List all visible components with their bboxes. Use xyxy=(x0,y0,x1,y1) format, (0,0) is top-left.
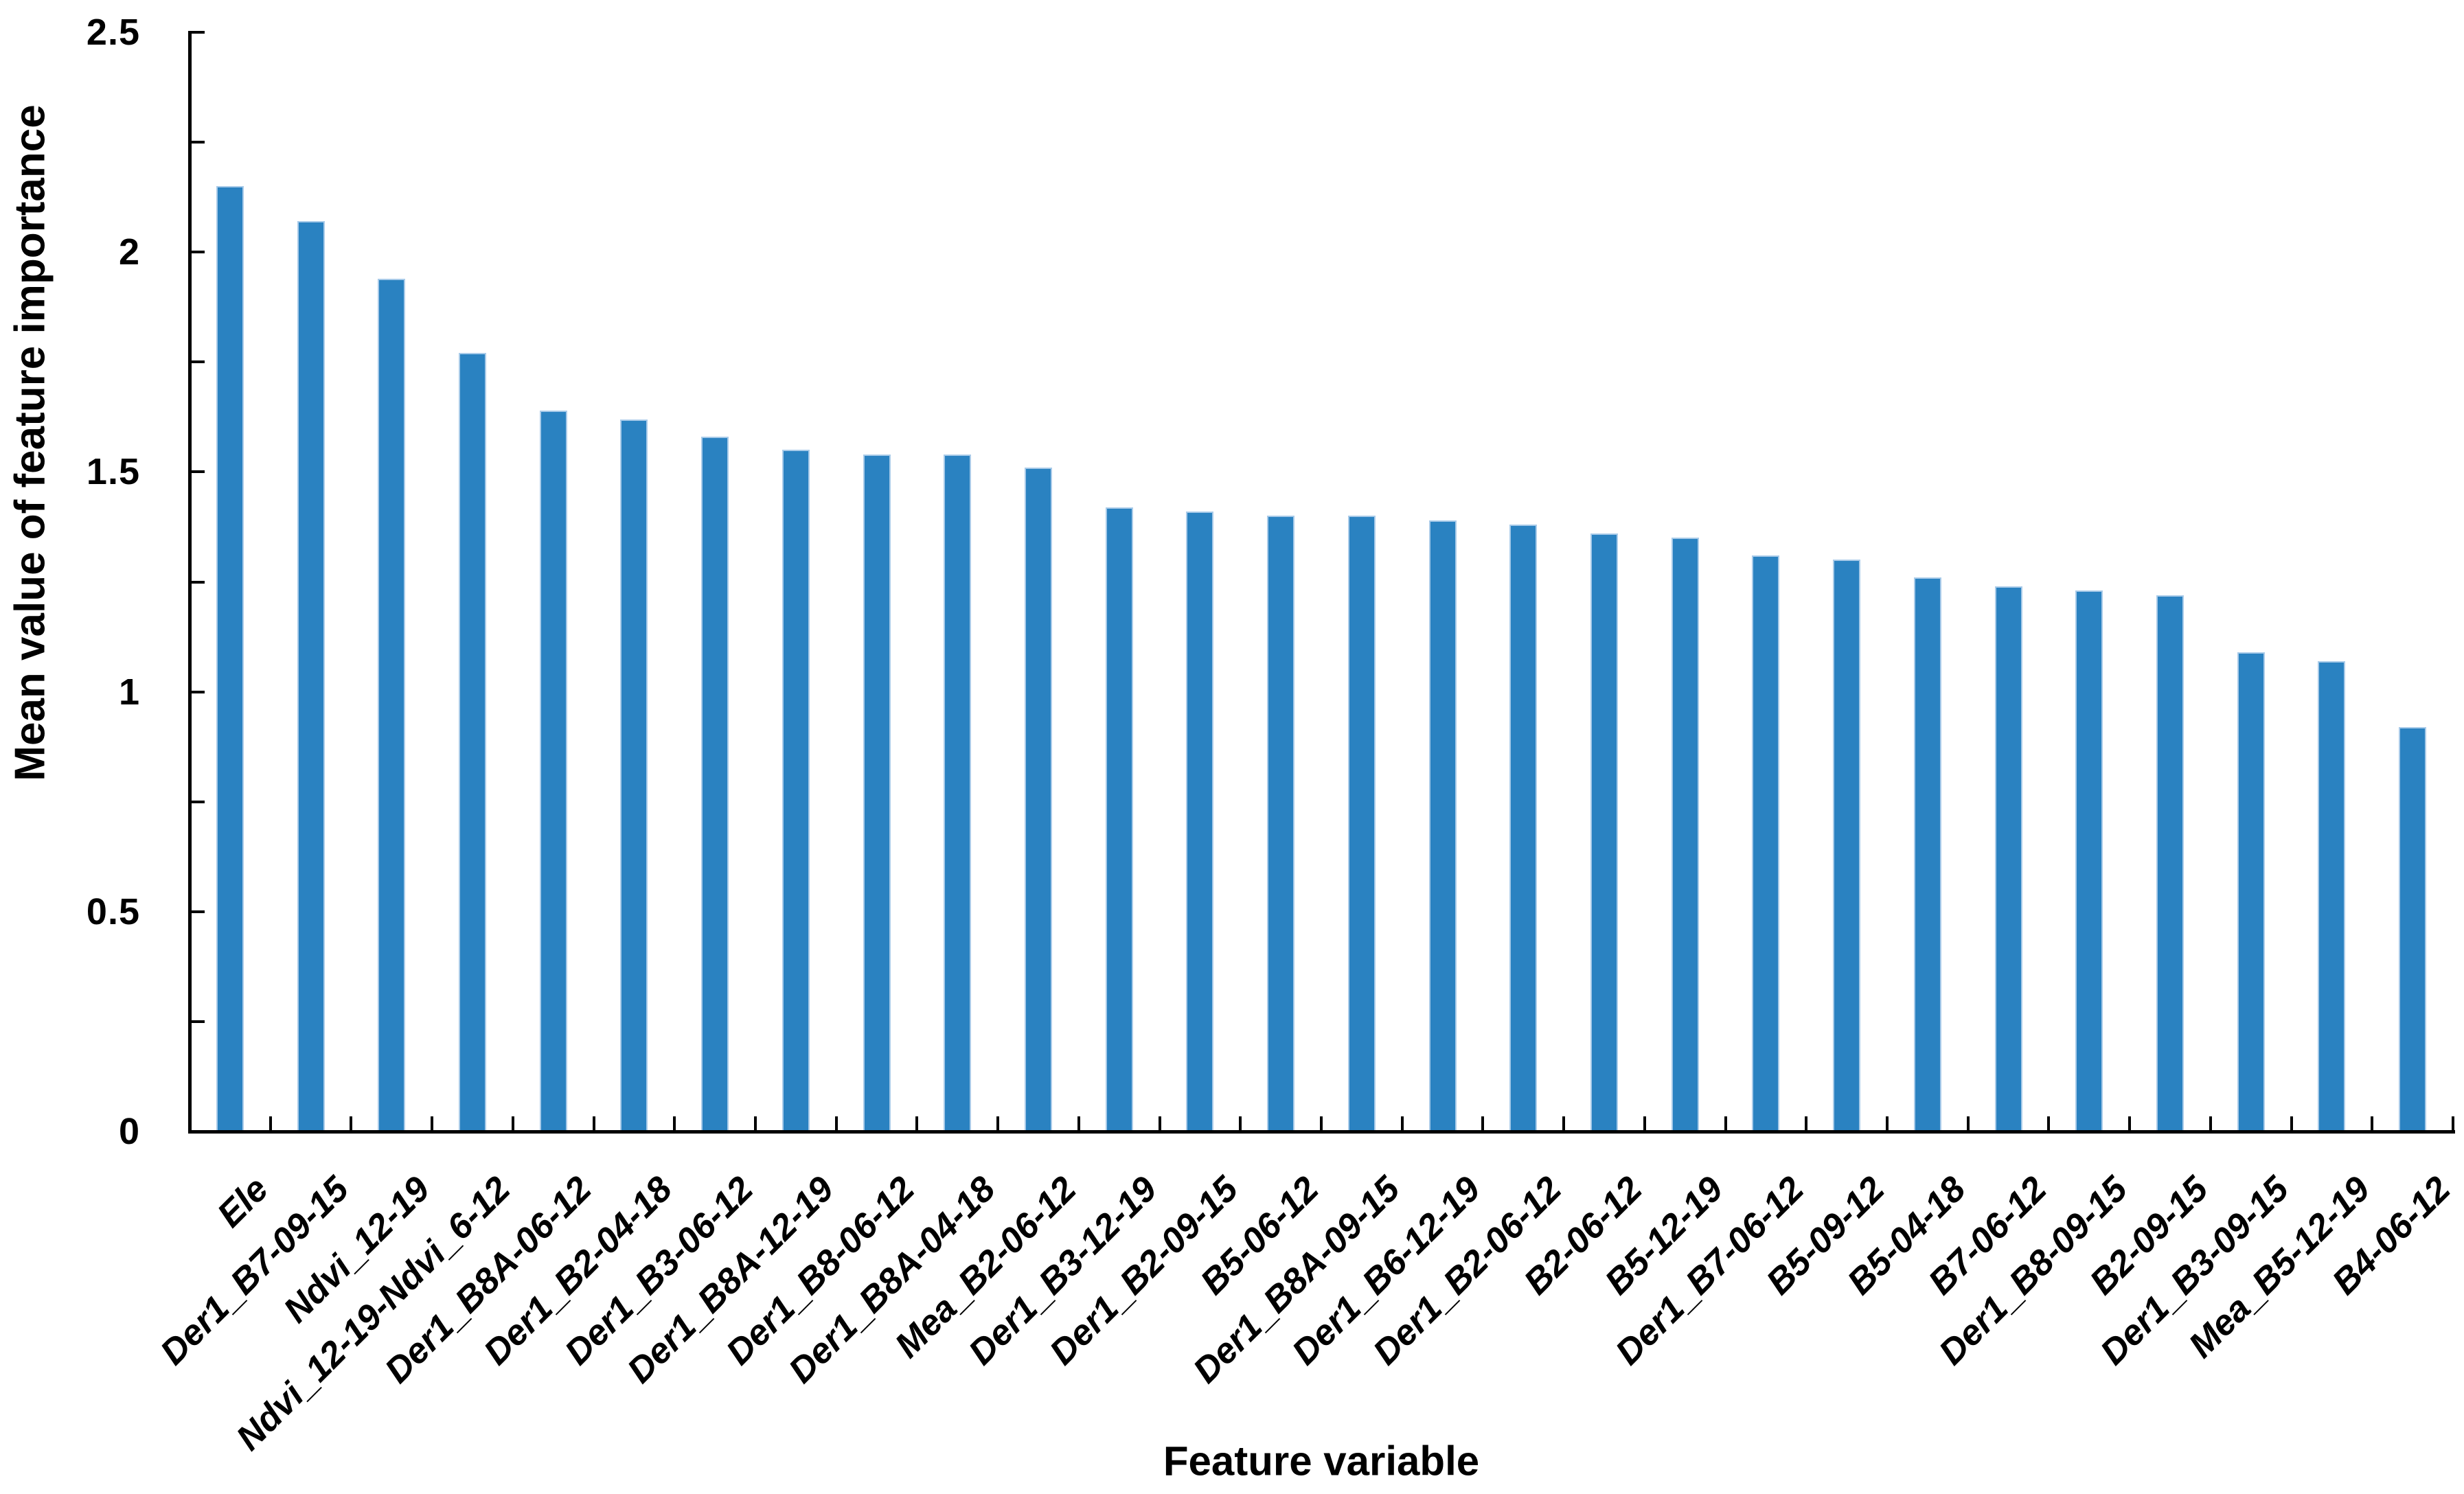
x-axis-tick xyxy=(2452,1116,2454,1131)
bar xyxy=(701,437,729,1131)
x-axis-tick xyxy=(2047,1116,2051,1131)
y-axis-tick xyxy=(188,251,205,254)
x-axis-tick xyxy=(1643,1116,1646,1131)
y-axis-tick xyxy=(188,580,205,584)
bar xyxy=(297,221,325,1131)
x-axis-tick xyxy=(915,1116,919,1131)
x-axis-tick xyxy=(1724,1116,1727,1131)
x-axis-tick xyxy=(996,1116,1000,1131)
x-axis-tick xyxy=(754,1116,757,1131)
bar xyxy=(1428,520,1457,1131)
y-tick-label: 1.5 xyxy=(86,451,140,493)
x-axis-title: Feature variable xyxy=(1163,1438,1480,1484)
y-axis-tick xyxy=(188,470,205,474)
bar xyxy=(1590,533,1618,1131)
x-axis-tick xyxy=(1400,1116,1404,1131)
bar xyxy=(863,454,891,1131)
x-axis-tick xyxy=(269,1116,272,1131)
bar xyxy=(620,419,648,1131)
bar xyxy=(539,410,567,1131)
bar xyxy=(1025,467,1052,1131)
bar xyxy=(378,278,406,1131)
x-axis-tick xyxy=(592,1116,595,1131)
x-axis-tick xyxy=(673,1116,676,1131)
x-tick-label-text: Ele xyxy=(209,1169,276,1235)
x-axis-tick xyxy=(1966,1116,1970,1131)
y-axis-tick xyxy=(188,1020,205,1023)
x-axis-tick xyxy=(431,1116,434,1131)
y-tick-label: 0.5 xyxy=(86,890,140,932)
x-axis-line xyxy=(188,1130,2455,1134)
bar xyxy=(2237,652,2265,1131)
bar xyxy=(1186,512,1214,1131)
bar xyxy=(1752,555,1780,1131)
x-axis-tick xyxy=(1805,1116,1808,1131)
bar xyxy=(459,353,486,1131)
y-axis-line xyxy=(188,31,192,1134)
bar xyxy=(2075,590,2103,1131)
bar xyxy=(2156,595,2184,1131)
x-axis-tick xyxy=(1481,1116,1485,1131)
x-axis-tick xyxy=(1320,1116,1323,1131)
bar xyxy=(1913,577,1941,1131)
x-axis-tick xyxy=(1239,1116,1242,1131)
x-axis-tick xyxy=(2128,1116,2132,1131)
y-axis-tick xyxy=(188,360,205,364)
x-axis-tick xyxy=(1886,1116,1889,1131)
bar xyxy=(1105,507,1133,1131)
x-axis-tick xyxy=(834,1116,838,1131)
bar xyxy=(1671,538,1699,1131)
bar xyxy=(1509,525,1538,1131)
bar xyxy=(1267,516,1295,1131)
y-axis-tick xyxy=(188,800,205,803)
bar xyxy=(1994,586,2022,1131)
y-tick-label: 2.5 xyxy=(86,12,140,53)
y-axis-tick xyxy=(188,141,205,144)
x-axis-tick xyxy=(1562,1116,1566,1131)
bar xyxy=(1833,560,1861,1131)
x-axis-tick xyxy=(2290,1116,2293,1131)
x-axis-tick xyxy=(511,1116,514,1131)
y-axis-tick xyxy=(188,31,205,34)
bar xyxy=(216,186,244,1131)
y-axis-tick xyxy=(188,910,205,913)
bar xyxy=(2399,726,2427,1131)
bar xyxy=(782,450,810,1131)
bar xyxy=(1347,516,1376,1131)
x-axis-tick xyxy=(1077,1116,1080,1131)
x-axis-tick xyxy=(350,1116,353,1131)
x-axis-tick xyxy=(2371,1116,2374,1131)
x-axis-tick xyxy=(2209,1116,2212,1131)
x-axis-tick xyxy=(1158,1116,1161,1131)
y-axis-tick xyxy=(188,690,205,693)
bar xyxy=(2318,660,2346,1131)
y-tick-label: 0 xyxy=(118,1111,140,1152)
bar xyxy=(944,454,972,1131)
y-tick-label: 2 xyxy=(118,231,140,273)
y-tick-label: 1 xyxy=(118,671,140,713)
